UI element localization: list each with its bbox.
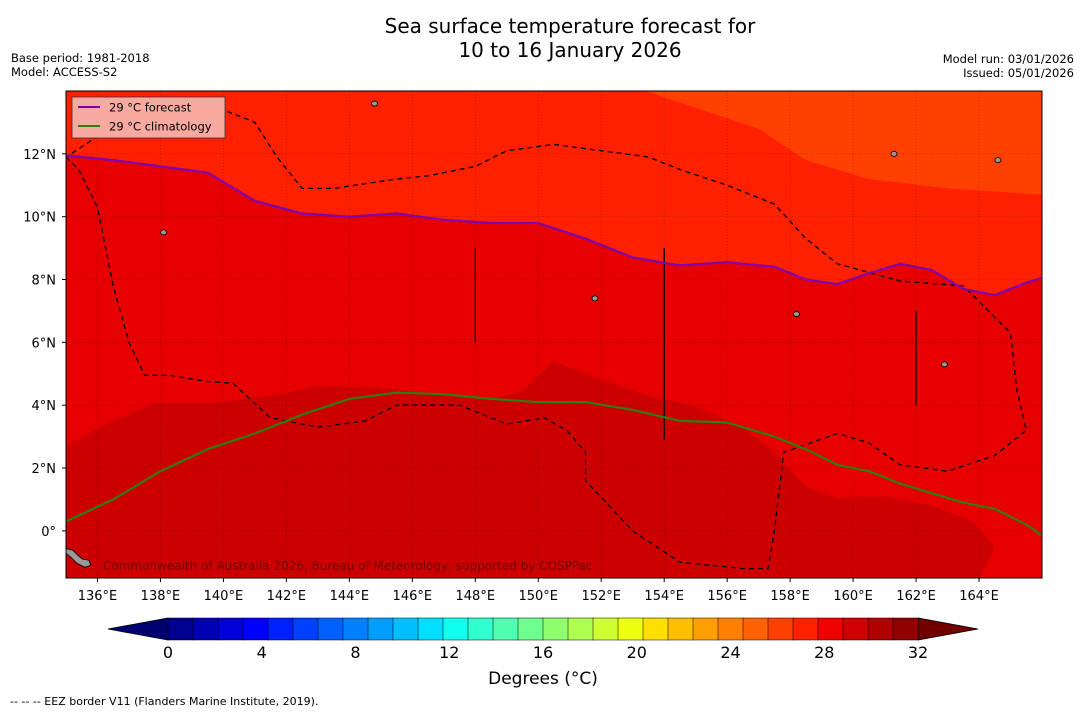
colorbar-swatch: [792, 617, 819, 641]
colorbar-over-arrow: [917, 617, 979, 641]
chart-title: Sea surface temperature forecast for 10 …: [270, 14, 870, 62]
map-axes: 136°E 138°E 140°E 142°E 144°E 146°E 148°E 150°E…: [23, 148, 999, 604]
x-tick-label: 162°E: [896, 589, 936, 604]
colorbar-swatch: [492, 617, 519, 641]
colorbar-tick-label: 12: [439, 643, 459, 662]
eez-footnote: -- -- -- EEZ border V11 (Flanders Marine…: [10, 695, 319, 708]
y-tick-label: 10°N: [23, 211, 56, 226]
x-tick-label: 142°E: [267, 589, 307, 604]
y-tick-label: 6°N: [32, 336, 57, 351]
colorbar-under-arrow: [107, 617, 169, 641]
copyright-credit: Commonwealth of Australia 2026, Bureau o…: [103, 559, 593, 573]
colorbar-tick-label: 0: [163, 643, 173, 662]
colorbar-swatch: [767, 617, 794, 641]
colorbar-swatch: [367, 617, 394, 641]
meta-right: Model run: 03/01/2026 Issued: 05/01/2026: [943, 52, 1074, 80]
colorbar-swatch: [742, 617, 769, 641]
colorbar-swatch: [567, 617, 594, 641]
chart-title-line1: Sea surface temperature forecast for: [384, 14, 756, 38]
colorbar-swatch: [392, 617, 419, 641]
y-tick-label: 12°N: [23, 148, 56, 163]
x-tick-label: 158°E: [770, 589, 810, 604]
model-run: Model run: 03/01/2026: [942, 52, 1074, 66]
colorbar-swatch: [292, 617, 319, 641]
colorbar-tick-label: 20: [627, 643, 647, 662]
colorbar-swatch: [267, 617, 294, 641]
sst-region-27-28: [645, 91, 1042, 195]
colorbar-swatch: [467, 617, 494, 641]
colorbar-swatch: [717, 617, 744, 641]
plot-frame: [65, 90, 1043, 579]
land-island-near-151.8-7.4: [591, 295, 599, 302]
chart-legend: 29 °C forecast 29 °C climatology: [71, 96, 226, 139]
meta-left: Base period: 1981-2018 Model: ACCESS-S2: [11, 51, 150, 79]
colorbar: 0 4 8 12 16 20 24 28 32: [107, 617, 979, 662]
colorbar-swatch: [542, 617, 569, 641]
land-island-near-162.9-5.3: [941, 361, 948, 368]
colorbar-swatch: [867, 617, 894, 641]
x-tick-label: 148°E: [456, 589, 496, 604]
colorbar-swatch: [442, 617, 469, 641]
legend-forecast-label: 29 °C forecast: [109, 101, 192, 115]
colorbar-swatch: [317, 617, 344, 641]
colorbar-tick-label: 32: [908, 643, 928, 662]
legend-climatology-label: 29 °C climatology: [109, 120, 212, 134]
chart-title-line2: 10 to 16 January 2026: [458, 38, 682, 62]
model-name: Model: ACCESS-S2: [11, 65, 118, 79]
base-period: Base period: 1981-2018: [11, 51, 150, 65]
y-tick-label: 2°N: [32, 462, 57, 477]
y-tick-label: 0°: [41, 525, 56, 540]
land-island-near-158.2-6.9: [793, 311, 800, 317]
colorbar-swatch: [692, 617, 719, 641]
colorbar-swatch: [617, 617, 644, 641]
colorbar-swatch: [667, 617, 694, 641]
climatology-29c-line: [66, 391, 1042, 537]
colorbar-swatch: [592, 617, 619, 641]
colorbar-tick-label: 4: [257, 643, 267, 662]
issued-date: Issued: 05/01/2026: [963, 66, 1074, 80]
x-tick-label: 136°E: [78, 589, 118, 604]
colorbar-label: Degrees (°C): [488, 669, 598, 689]
colorbar-tick-label: 8: [350, 643, 360, 662]
x-tick-label: 138°E: [141, 589, 181, 604]
colorbar-tick-label: 28: [814, 643, 834, 662]
colorbar-tick-label: 24: [720, 643, 740, 662]
colorbar-swatch: [417, 617, 444, 641]
legend-box: [71, 96, 226, 139]
land-new-guinea: [66, 548, 92, 568]
colorbar-swatch: [892, 617, 919, 641]
colorbar-swatch: [817, 617, 844, 641]
colorbar-tick-label: 16: [533, 643, 553, 662]
colorbar-swatch: [842, 617, 869, 641]
x-tick-label: 146°E: [393, 589, 433, 604]
colorbar-swatch: [217, 617, 244, 641]
y-tick-label: 8°N: [32, 274, 57, 289]
x-tick-label: 160°E: [833, 589, 873, 604]
land-island-near-138-9.5: [160, 229, 168, 236]
colorbar-swatch: [642, 617, 669, 641]
x-tick-label: 144°E: [330, 589, 370, 604]
x-tick-label: 140°E: [204, 589, 244, 604]
land-island-near-164.6-11.8: [994, 157, 1002, 164]
x-tick-label: 164°E: [959, 589, 999, 604]
x-tick-label: 152°E: [581, 589, 621, 604]
land-island-near-144-14: [371, 100, 378, 107]
colorbar-swatch: [192, 617, 219, 641]
colorbar-swatch: [342, 617, 369, 641]
x-tick-label: 154°E: [644, 589, 684, 604]
y-tick-label: 4°N: [32, 399, 57, 414]
x-tick-label: 150°E: [518, 589, 558, 604]
x-tick-label: 156°E: [707, 589, 747, 604]
forecast-29c-line: [66, 154, 1042, 297]
sst-map: Commonwealth of Australia 2026, Bureau o…: [66, 91, 1042, 578]
colorbar-swatch: [517, 617, 544, 641]
land-island-near-161.3-12: [890, 150, 898, 157]
colorbar-swatch: [242, 617, 269, 641]
colorbar-swatch: [167, 617, 194, 641]
